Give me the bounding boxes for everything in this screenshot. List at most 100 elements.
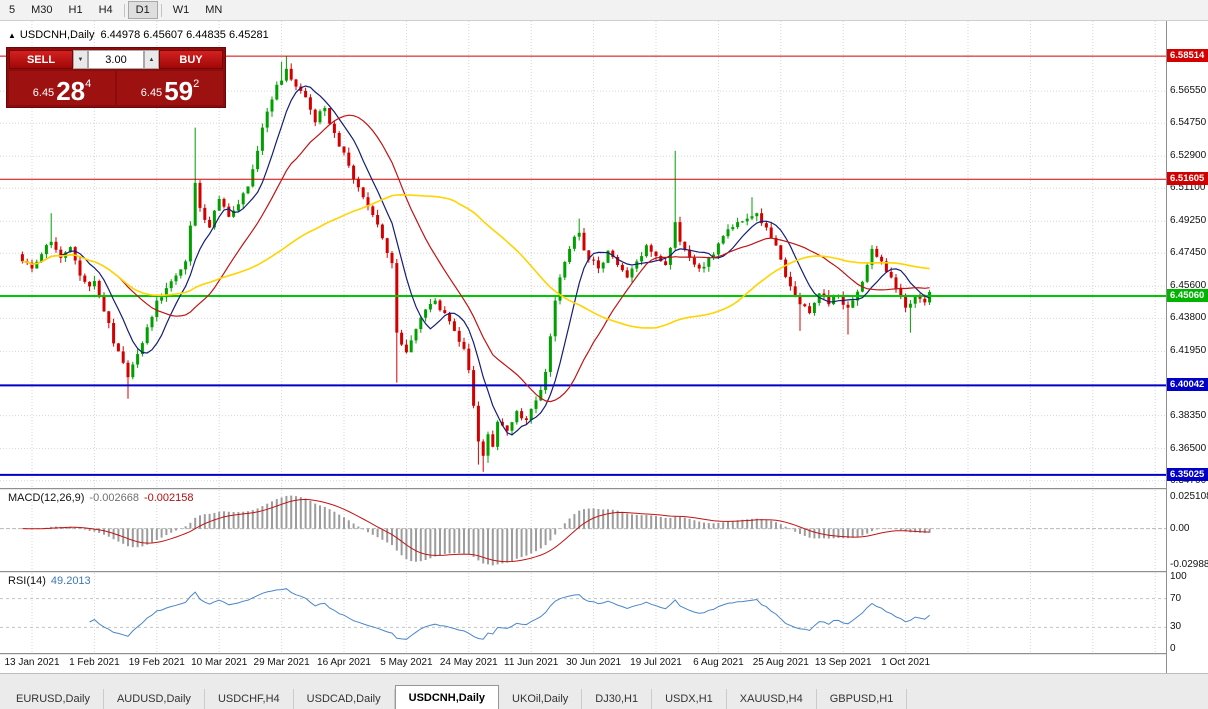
panel-separator[interactable] — [0, 488, 1208, 490]
panel-separator — [0, 653, 1208, 655]
chart-tab-xauusd-h4[interactable]: XAUUSD,H4 — [727, 689, 817, 709]
rsi-value: 49.2013 — [50, 575, 91, 587]
grid-layer — [0, 21, 1166, 488]
macd-name: MACD(12,26,9) — [8, 492, 85, 504]
one-click-order-row: SELL ▼ ▲ BUY — [9, 50, 223, 69]
rsi-line — [89, 588, 930, 640]
price-line-tag-6-58514[interactable]: 6.58514 — [1167, 49, 1208, 63]
timeframe-button-h1[interactable]: H1 — [68, 4, 83, 16]
lot-increase-button[interactable]: ▲ — [144, 50, 159, 69]
timeframe-button-mn[interactable]: MN — [205, 4, 223, 16]
time-axis-label: 19 Jul 2021 — [630, 657, 682, 668]
price-axis-label: 6.36500 — [1170, 442, 1207, 454]
horizontal-price-lines — [0, 55, 1166, 476]
one-click-quote-row: 6.45 28 4 6.45 59 2 — [9, 71, 223, 105]
time-axis-label: 16 Apr 2021 — [317, 657, 371, 668]
toolbar-separator — [160, 3, 162, 17]
chart-tab-audusd-daily[interactable]: AUDUSD,Daily — [104, 689, 205, 709]
time-axis-label: 13 Sep 2021 — [814, 657, 872, 668]
timeframe-button-h4[interactable]: H4 — [98, 4, 113, 16]
sell-quote-button[interactable]: 6.45 28 4 — [9, 71, 115, 105]
price-axis-label: 6.49250 — [1170, 215, 1207, 227]
time-axis-label: 24 May 2021 — [439, 657, 498, 668]
buy-price-big: 59 — [164, 76, 194, 106]
chart-header: ▲ USDCNH,Daily 6.44978 6.45607 6.44835 6.4… — [8, 29, 269, 41]
price-axis-label: 6.38350 — [1170, 409, 1207, 421]
price-axis-label: 6.51100 — [1170, 182, 1206, 194]
macd-axis-max-label: 0.025108 — [1170, 491, 1208, 502]
chart-window: 13 Jan 2021 1 Feb 2021 19 Feb 2021 10 Mar 2… — [0, 21, 1208, 673]
chart-tab-usdcnh-daily[interactable]: USDCNH,Daily — [394, 685, 500, 709]
chart-ohlc-values: 6.44978 6.45607 6.44835 6.45281 — [100, 29, 269, 41]
price-line-tag-6-45060[interactable]: 6.45060 — [1167, 288, 1208, 302]
chart-tab-eurusd-daily[interactable]: EURUSD,Daily — [3, 689, 104, 709]
price-axis-label: 6.52900 — [1170, 150, 1207, 162]
time-axis-label: 1 Feb 2021 — [69, 657, 120, 668]
sell-button[interactable]: SELL — [9, 50, 73, 69]
chart-tab-dj30-h1[interactable]: DJ30,H1 — [582, 689, 653, 709]
time-axis-label: 10 Mar 2021 — [191, 657, 248, 668]
macd-indicator-label: MACD(12,26,9) -0.002668 -0.002158 — [8, 492, 194, 504]
chart-tab-usdx-h1[interactable]: USDX,H1 — [652, 689, 727, 709]
macd-signal-line — [22, 498, 930, 563]
chart-tab-usdcad-daily[interactable]: USDCAD,Daily — [294, 689, 395, 709]
grid-layer — [31, 573, 1156, 653]
time-axis-label: 29 Mar 2021 — [253, 657, 310, 668]
moving-average-line-55 — [22, 193, 930, 329]
timeframe-button-m30[interactable]: M30 — [31, 4, 53, 16]
sell-price-big: 28 — [56, 76, 86, 106]
rsi-axis-label-0: 0 — [1170, 643, 1176, 654]
rsi-panel-canvas[interactable] — [0, 573, 1166, 653]
timeframe-button-d1[interactable]: D1 — [127, 1, 158, 19]
time-axis-label: 13 Jan 2021 — [4, 657, 60, 668]
timeframe-button-5[interactable]: 5 — [9, 4, 16, 16]
moving-average-line-8 — [22, 85, 930, 436]
lot-decrease-button[interactable]: ▼ — [73, 50, 88, 69]
rsi-axis-label-70: 70 — [1170, 592, 1182, 604]
chart-tab-gbpusd-h1[interactable]: GBPUSD,H1 — [817, 689, 908, 709]
macd-value-signal: -0.002158 — [143, 492, 194, 504]
buy-quote-button[interactable]: 6.45 59 2 — [117, 71, 223, 105]
timeframe-button-w1[interactable]: W1 — [172, 4, 190, 16]
time-axis-label: 6 Aug 2021 — [693, 657, 744, 668]
buy-button[interactable]: BUY — [159, 50, 223, 69]
timeframe-toolbar: 5 M30 H1 H4 D1 W1 MN — [0, 0, 1208, 21]
moving-average-line-21 — [22, 114, 930, 403]
time-axis-label: 1 Oct 2021 — [881, 657, 931, 668]
buy-price-prefix: 6.45 — [140, 87, 163, 99]
main-chart-canvas[interactable] — [0, 21, 1166, 488]
time-axis-label: 25 Aug 2021 — [752, 657, 809, 668]
buy-price-pip: 2 — [193, 78, 200, 90]
chart-tab-ukoil-daily[interactable]: UKOil,Daily — [499, 689, 583, 709]
sell-price-pip: 4 — [85, 78, 92, 90]
macd-value-main: -0.002668 — [89, 492, 139, 504]
chart-symbol-label: USDCNH,Daily — [19, 29, 95, 41]
macd-axis-min-label: -0.029885 — [1170, 559, 1208, 570]
time-axis-label: 5 May 2021 — [380, 657, 433, 668]
time-axis-label: 30 Jun 2021 — [566, 657, 622, 668]
lot-size-input[interactable] — [88, 50, 144, 69]
macd-panel-canvas[interactable] — [0, 490, 1166, 571]
chart-tab-bar: EURUSD,Daily AUDUSD,Daily USDCHF,H4 USDCAD,… — [0, 673, 1208, 709]
rsi-indicator-label: RSI(14) 49.2013 — [8, 575, 91, 587]
price-axis-label: 6.41950 — [1170, 345, 1207, 357]
macd-axis-zero-label: 0.00 — [1170, 522, 1190, 534]
price-line-tag-6-35025[interactable]: 6.35025 — [1167, 467, 1208, 481]
price-axis[interactable]: 6.56550 6.54750 6.52900 6.51100 6.49250 6.474… — [1166, 21, 1208, 673]
price-line-tag-6-51605[interactable]: 6.51605 — [1167, 172, 1208, 186]
one-click-collapse-icon[interactable]: ▲ — [8, 31, 16, 40]
time-axis-label: 11 Jun 2021 — [504, 657, 559, 668]
price-axis-label: 6.45600 — [1170, 280, 1207, 292]
price-axis-label: 6.56550 — [1170, 85, 1207, 97]
chart-tab-usdchf-h4[interactable]: USDCHF,H4 — [205, 689, 294, 709]
rsi-axis-label-100: 100 — [1170, 571, 1187, 582]
panel-separator[interactable] — [0, 571, 1208, 573]
toolbar-separator — [123, 3, 125, 17]
time-axis[interactable]: 13 Jan 2021 1 Feb 2021 19 Feb 2021 10 Mar 2… — [0, 655, 1166, 673]
rsi-axis-label-30: 30 — [1170, 621, 1182, 633]
candles-layer — [20, 56, 932, 472]
price-axis-label: 6.54750 — [1170, 117, 1207, 129]
price-line-tag-6-40042[interactable]: 6.40042 — [1167, 378, 1208, 392]
grid-layer — [31, 490, 1156, 571]
